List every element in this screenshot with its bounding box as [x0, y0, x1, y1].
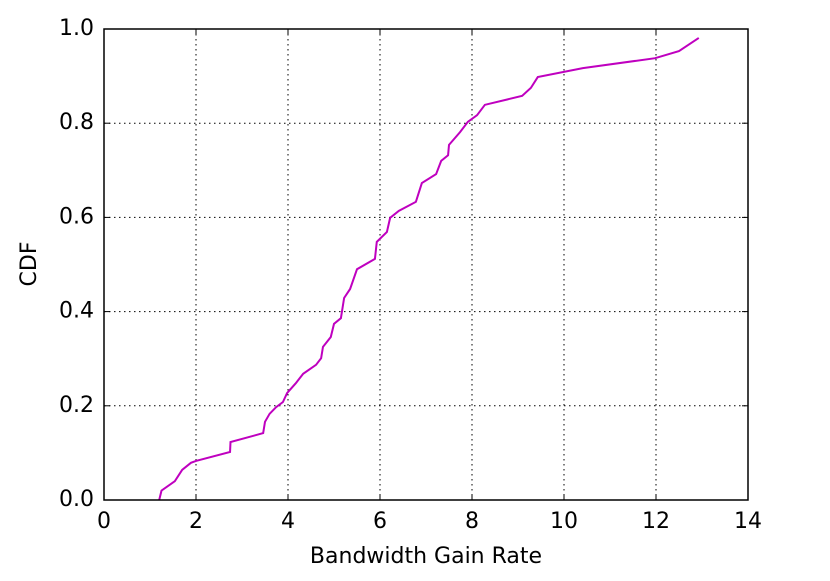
y-tick-label: 0.6 [59, 204, 94, 229]
plot-frame [103, 28, 749, 501]
data-line [158, 37, 700, 501]
x-tick-label: 6 [373, 509, 387, 534]
y-tick-label: 0.2 [59, 393, 94, 418]
y-tick-label: 0.4 [59, 299, 94, 324]
x-tick-label: 10 [550, 509, 578, 534]
y-tick-label: 0.0 [59, 487, 94, 512]
y-tick-label: 0.8 [59, 110, 94, 135]
x-tick-label: 0 [97, 509, 111, 534]
y-tick-label: 1.0 [59, 16, 94, 41]
x-tick-label: 12 [642, 509, 670, 534]
x-tick-label: 4 [281, 509, 295, 534]
x-tick-label: 14 [734, 509, 762, 534]
x-tick-label: 8 [465, 509, 479, 534]
x-tick-label: 2 [189, 509, 203, 534]
y-axis-label: CDF [17, 242, 42, 287]
x-axis-label: Bandwidth Gain Rate [310, 544, 542, 569]
